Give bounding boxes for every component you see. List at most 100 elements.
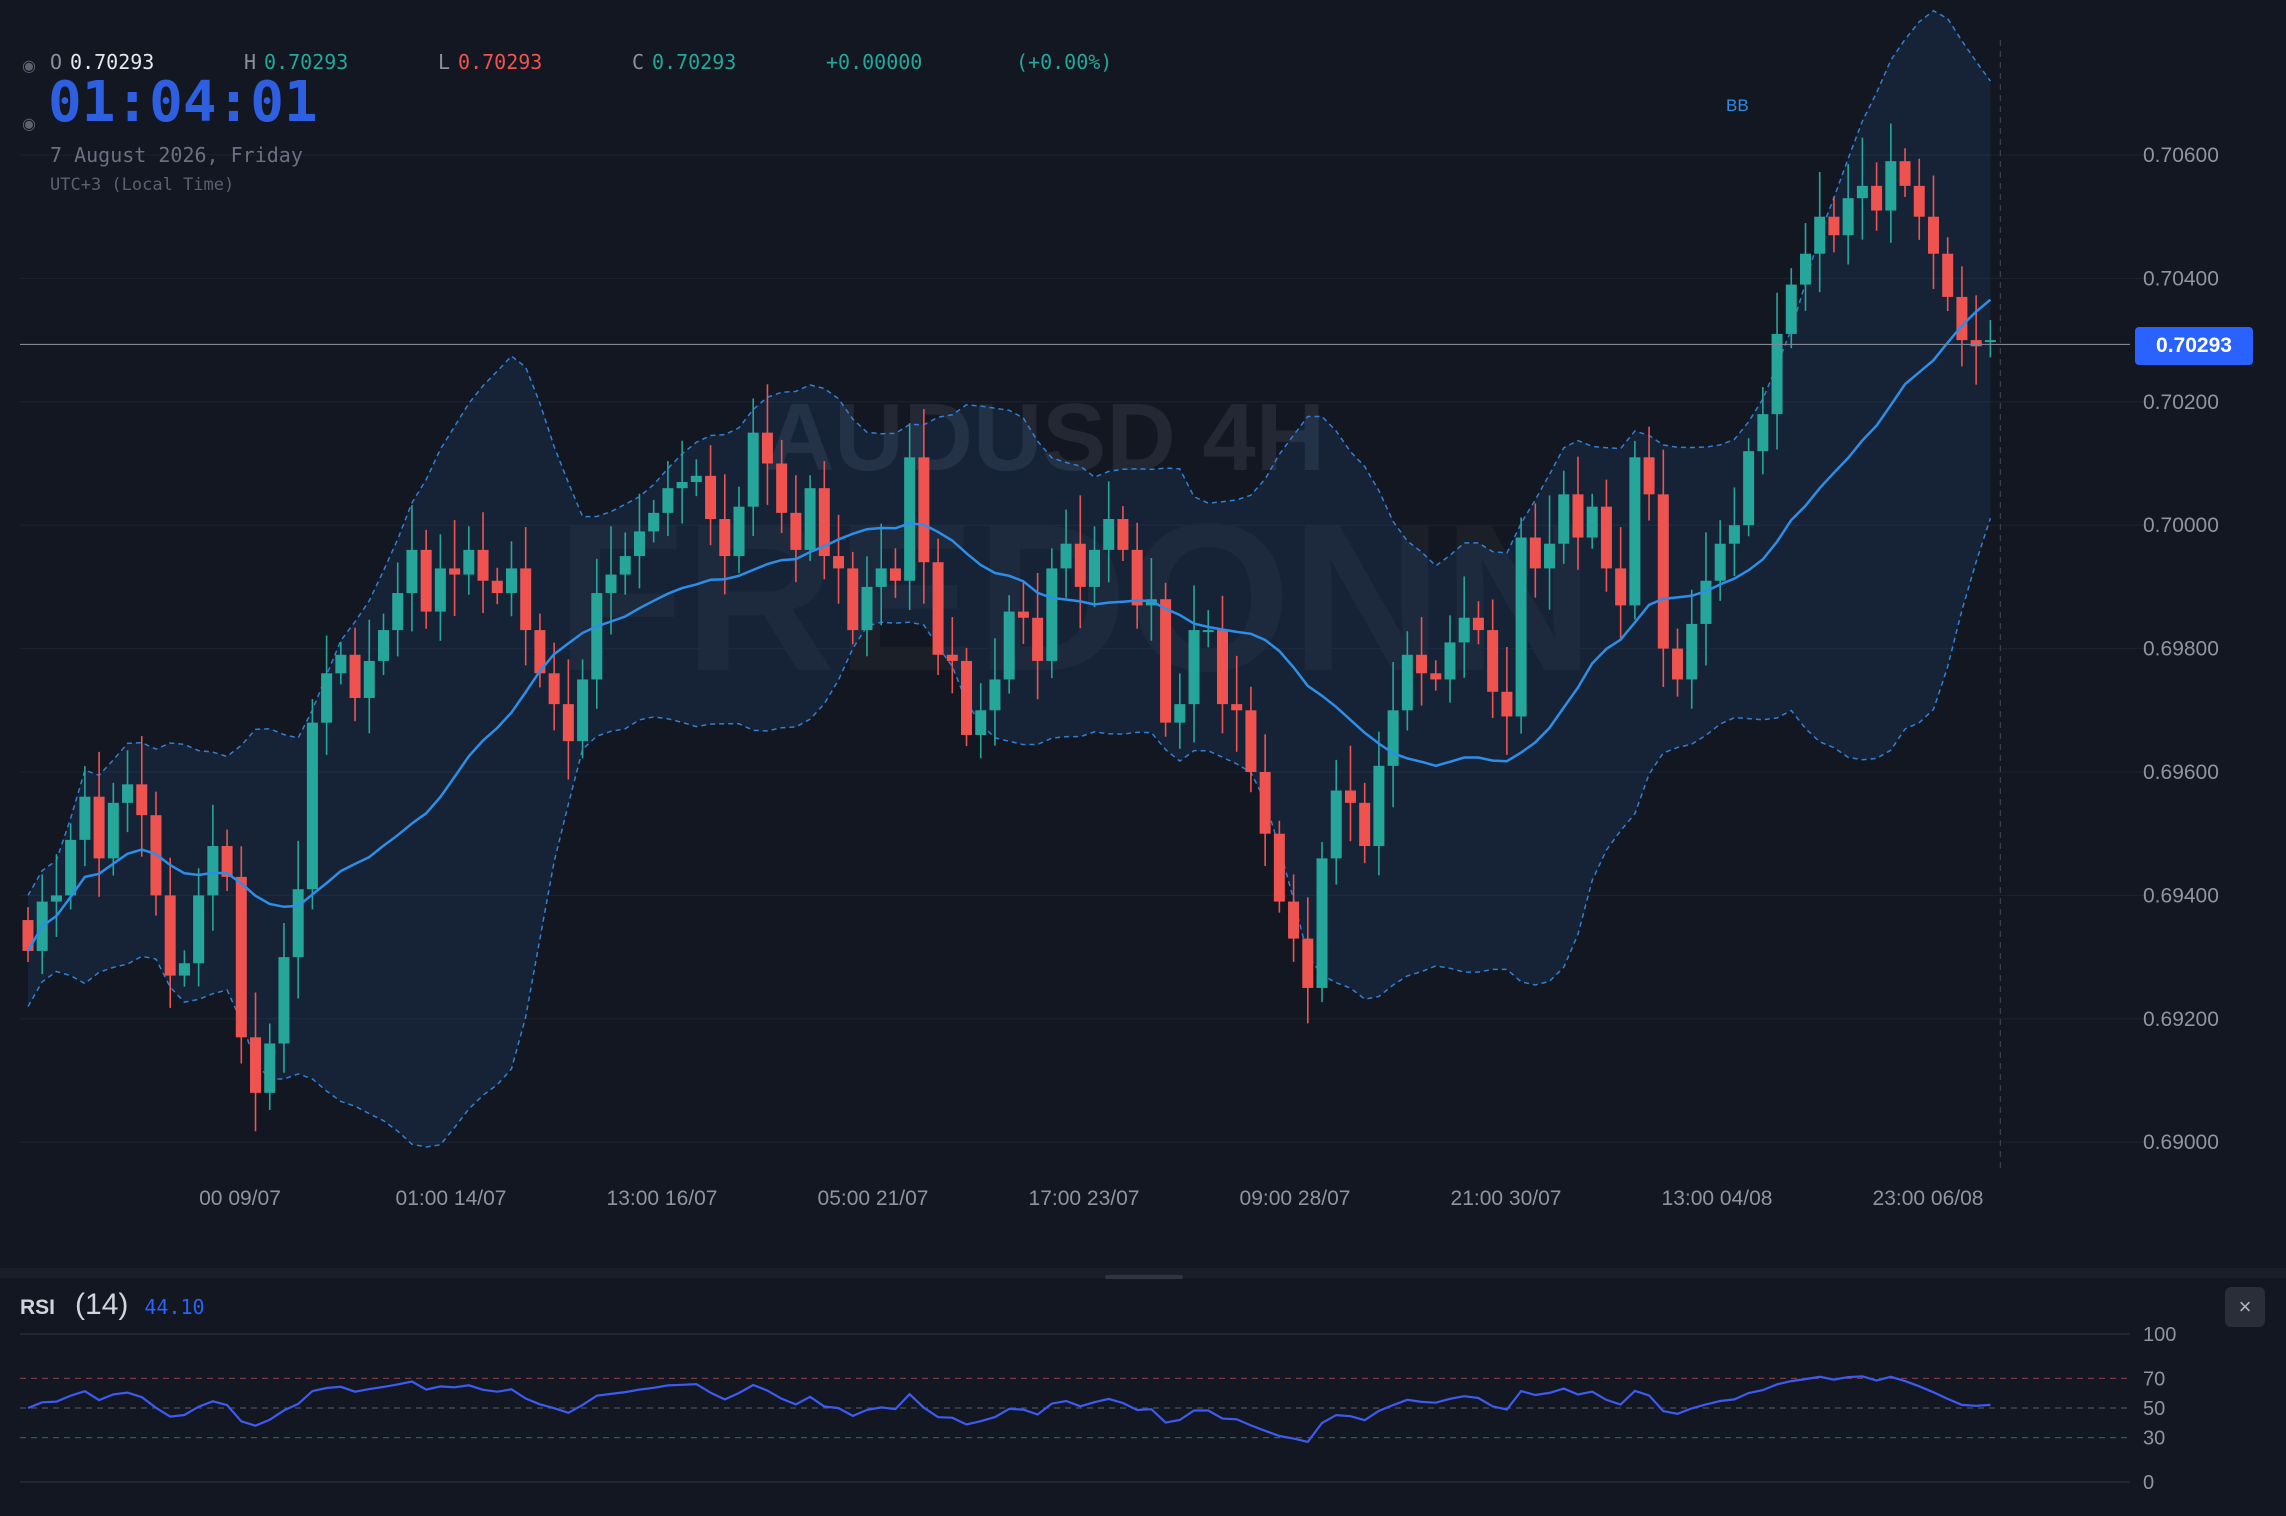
candle bbox=[1629, 440, 1641, 620]
candle-body bbox=[420, 549, 432, 612]
clock-eye-icon[interactable]: ◉ bbox=[22, 116, 36, 133]
rsi-value: 44.10 bbox=[144, 1295, 205, 1319]
candle bbox=[662, 461, 674, 537]
candle bbox=[1359, 782, 1371, 864]
rsi-param: (14) bbox=[75, 1288, 129, 1321]
candle bbox=[847, 551, 859, 645]
candle-body bbox=[790, 512, 802, 550]
candle bbox=[534, 613, 546, 688]
candle-body bbox=[1316, 858, 1328, 988]
candle bbox=[1899, 148, 1911, 197]
candle-body bbox=[1586, 506, 1598, 538]
candle bbox=[1302, 897, 1314, 1024]
candle bbox=[918, 409, 930, 604]
candle-body bbox=[548, 673, 560, 705]
candle-body bbox=[1373, 765, 1385, 847]
candle bbox=[946, 617, 958, 694]
x-tick-label: 01:00 14/07 bbox=[396, 1187, 507, 1210]
candle bbox=[1743, 438, 1755, 537]
candle-body bbox=[989, 679, 1001, 711]
candle-body bbox=[164, 895, 176, 976]
candle-body bbox=[1216, 630, 1228, 705]
candle bbox=[1586, 493, 1598, 549]
legend-eye-icon[interactable]: ◉ bbox=[22, 58, 36, 75]
candle-body bbox=[719, 519, 731, 557]
change-percent: (+0.00%) bbox=[1016, 50, 1113, 74]
candle-body bbox=[264, 1043, 276, 1093]
candle bbox=[1643, 426, 1655, 521]
candle-body bbox=[1160, 599, 1172, 723]
candle bbox=[633, 493, 645, 589]
candle-body bbox=[306, 722, 318, 890]
candle-body bbox=[1231, 704, 1243, 711]
candle-body bbox=[1131, 549, 1143, 606]
candle-body bbox=[1757, 414, 1769, 452]
candle-body bbox=[207, 846, 219, 896]
candle bbox=[1288, 874, 1300, 962]
candle-body bbox=[776, 463, 788, 513]
candle bbox=[619, 532, 631, 595]
candle-body bbox=[1416, 654, 1428, 674]
candle-body bbox=[1202, 630, 1214, 633]
candle-body bbox=[520, 568, 532, 631]
bb-label: BB bbox=[1726, 96, 1749, 115]
candle bbox=[164, 857, 176, 1008]
y-tick-label: 0.70600 bbox=[2143, 144, 2219, 167]
candle-body bbox=[961, 660, 973, 735]
candle bbox=[961, 647, 973, 747]
candle bbox=[1074, 495, 1086, 629]
candle bbox=[1672, 628, 1684, 697]
close-rsi-button[interactable]: × bbox=[2225, 1287, 2265, 1327]
candle bbox=[1245, 686, 1257, 793]
candle bbox=[1216, 595, 1228, 734]
date-label: 7 August 2026, Friday bbox=[50, 143, 303, 167]
candle-body bbox=[1103, 519, 1115, 550]
x-tick-label: 00 09/07 bbox=[199, 1187, 281, 1210]
candle bbox=[434, 534, 446, 641]
candle bbox=[719, 474, 731, 595]
candle-body bbox=[1032, 617, 1044, 661]
candle bbox=[1984, 320, 1996, 358]
candle bbox=[463, 526, 475, 595]
candle-body bbox=[1188, 630, 1200, 705]
candle bbox=[1373, 731, 1385, 876]
x-tick-label: 23:00 06/08 bbox=[1873, 1187, 1984, 1210]
candle bbox=[1472, 601, 1484, 645]
candle-body bbox=[463, 549, 475, 575]
candle bbox=[335, 641, 347, 685]
candle-body bbox=[1259, 772, 1271, 834]
candle bbox=[776, 439, 788, 534]
candle-body bbox=[1828, 216, 1840, 236]
candle bbox=[1529, 503, 1541, 598]
candle-body bbox=[1956, 296, 1968, 341]
low-value: 0.70293 bbox=[458, 50, 543, 74]
candle bbox=[1714, 520, 1726, 601]
candle bbox=[875, 523, 887, 626]
candle bbox=[1003, 595, 1015, 694]
candle-body bbox=[193, 895, 205, 964]
candle bbox=[1771, 292, 1783, 450]
candle bbox=[1174, 673, 1186, 749]
candle bbox=[1046, 548, 1058, 679]
candle bbox=[1785, 268, 1797, 349]
candle-body bbox=[79, 796, 91, 840]
candle bbox=[491, 567, 503, 605]
x-tick-label: 17:00 23/07 bbox=[1029, 1187, 1140, 1210]
rsi-tick-label: 0 bbox=[2143, 1472, 2154, 1494]
candle-body bbox=[747, 432, 759, 507]
candle-body bbox=[1629, 457, 1641, 606]
candle bbox=[648, 499, 660, 543]
candle-body bbox=[1387, 710, 1399, 766]
y-tick-label: 0.69200 bbox=[2143, 1008, 2219, 1031]
candle-body bbox=[1970, 340, 1982, 347]
candle-body bbox=[861, 586, 873, 631]
rsi-tick-label: 70 bbox=[2143, 1368, 2165, 1390]
candle-body bbox=[648, 512, 660, 532]
pane-splitter-handle[interactable] bbox=[1105, 1275, 1183, 1279]
candle-body bbox=[22, 920, 34, 951]
candle bbox=[1444, 615, 1456, 703]
candle bbox=[833, 514, 845, 604]
countdown-clock: 01:04:01 bbox=[48, 70, 318, 135]
rsi-line bbox=[27, 1375, 1991, 1444]
